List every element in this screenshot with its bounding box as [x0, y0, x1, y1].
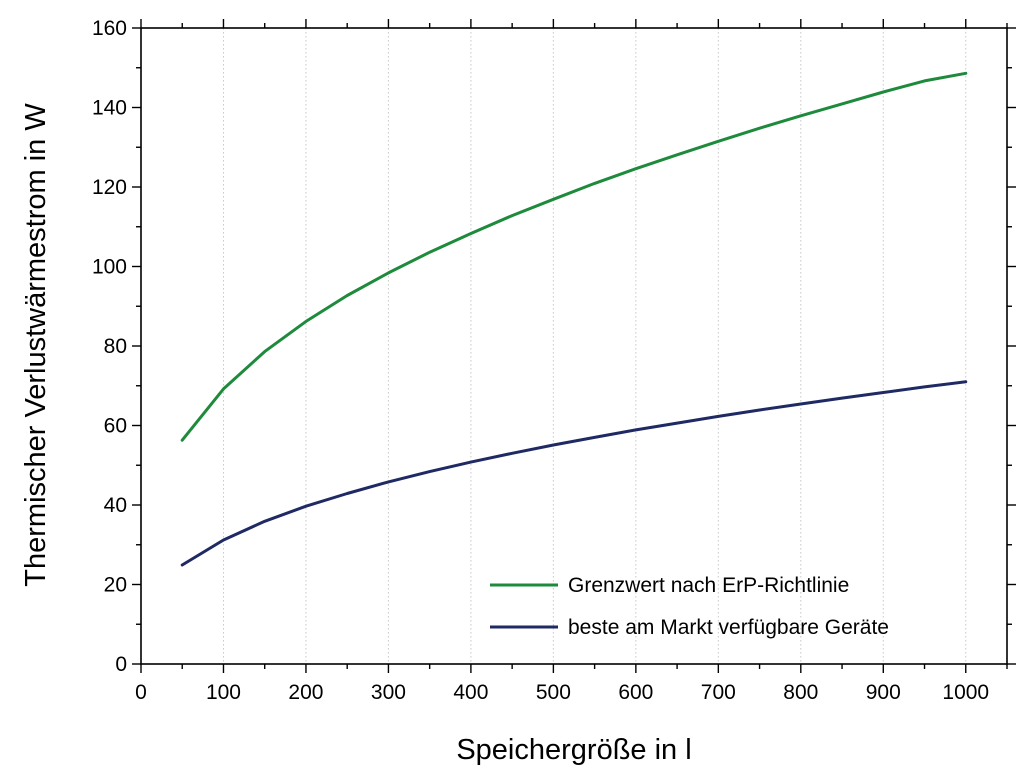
series-line-1 — [180, 71, 968, 442]
x-tick-label: 500 — [536, 681, 571, 704]
y-tick-label: 60 — [104, 415, 127, 438]
x-axis-title: Speichergröße in l — [456, 734, 691, 766]
legend-label-1: Grenzwert nach ErP-Richtlinie — [568, 574, 849, 597]
y-tick-label: 120 — [92, 176, 127, 199]
y-axis-title: Thermischer Verlustwärmestrom in W — [20, 103, 52, 587]
series-lines — [180, 71, 968, 567]
x-tick-label: 800 — [783, 681, 818, 704]
y-tick-label: 20 — [104, 574, 127, 597]
x-tick-label: 700 — [701, 681, 736, 704]
y-tick-label: 140 — [92, 97, 127, 120]
y-axis-tick-labels: 0 20 40 60 80 100 120 140 160 — [92, 17, 127, 676]
series-line-2 — [180, 380, 968, 567]
y-tick-label: 40 — [104, 494, 127, 517]
legend-label-2: beste am Markt verfügbare Geräte — [568, 616, 889, 639]
x-tick-label: 600 — [618, 681, 653, 704]
x-tick-label: 1000 — [942, 681, 989, 704]
y-tick-label: 0 — [115, 653, 127, 676]
x-tick-label: 900 — [866, 681, 901, 704]
x-axis-tick-labels: 0 100 200 300 400 500 600 700 800 900 1000 — [135, 681, 989, 704]
y-tick-label: 160 — [92, 17, 127, 40]
x-tick-label: 200 — [288, 681, 323, 704]
axis-ticks — [132, 19, 1016, 673]
y-tick-label: 80 — [104, 335, 127, 358]
x-tick-label: 100 — [206, 681, 241, 704]
y-tick-label: 100 — [92, 256, 127, 279]
legend: Grenzwert nach ErP-Richtlinie beste am Ma… — [490, 574, 889, 639]
x-tick-label: 300 — [371, 681, 406, 704]
x-tick-label: 400 — [453, 681, 488, 704]
grid-lines — [222, 28, 967, 664]
x-tick-label: 0 — [135, 681, 147, 704]
